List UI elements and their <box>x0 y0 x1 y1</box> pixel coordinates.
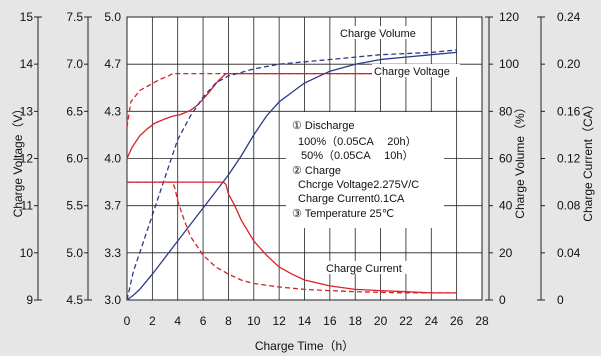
axis-tick-label: 100 <box>499 57 519 71</box>
x-tick-label: 20 <box>374 314 388 328</box>
x-tick-label: 6 <box>200 314 207 328</box>
voltage-label-bg <box>372 64 460 77</box>
axis-tick-label: 4.5 <box>66 293 83 307</box>
axis-tick-label: 3.3 <box>104 246 121 260</box>
axis-tick-label: 0.04 <box>557 246 581 260</box>
volume-curve-dashed <box>126 49 457 301</box>
annotation-box <box>286 112 444 228</box>
x-tick-label: 24 <box>425 314 439 328</box>
y-axis-title-current: Charge Current（CA） <box>581 98 595 221</box>
label-charge-voltage: Charge Voltage <box>374 66 450 78</box>
axis-tick-label: 0.20 <box>557 57 581 71</box>
x-tick-label: 4 <box>174 314 181 328</box>
labels: Charge Volume Charge Voltage Charge Curren… <box>286 26 460 275</box>
axis-tick-label: 12 <box>20 152 34 166</box>
axis-tick-label: 14 <box>20 57 34 71</box>
axis-tick-label: 120 <box>499 10 519 24</box>
series <box>126 49 457 301</box>
x-tick-label: 12 <box>272 314 286 328</box>
y-axis-title-voltage: Charge Voltage（V） <box>11 103 25 218</box>
axis-tick-label: 10 <box>20 246 34 260</box>
current-curve-dashed <box>127 181 457 294</box>
voltage-curve-dashed <box>126 72 457 128</box>
volume-curve-solid <box>126 51 457 301</box>
annotation-line: 100%（0.05CA 20h） <box>298 135 417 148</box>
axis-tick-label: 5.5 <box>66 199 83 213</box>
x-tick-label: 2 <box>149 314 156 328</box>
annotation-line: ③ Temperature 25℃ <box>292 208 394 220</box>
current-label-bg <box>324 261 410 274</box>
axis-tick-label: 6.0 <box>66 152 83 166</box>
x-tick-label: 8 <box>225 314 232 328</box>
annotation-line: ② Charge <box>292 165 341 177</box>
x-tick-label: 10 <box>247 314 261 328</box>
axis-tick-label: 3.0 <box>104 293 121 307</box>
x-tick-label: 28 <box>475 314 489 328</box>
annotation-line: ① Discharge <box>292 120 354 132</box>
axis-tick-label: 4.3 <box>104 104 121 118</box>
current-curve-solid <box>127 181 457 294</box>
x-tick-label: 22 <box>399 314 413 328</box>
axis-tick-label: 0.08 <box>557 199 581 213</box>
axis-tick-label: 20 <box>499 246 513 260</box>
axis-tick-label: 13 <box>20 104 34 118</box>
x-tick-label: 18 <box>349 314 363 328</box>
axis-tick-label: 7.0 <box>66 57 83 71</box>
x-tick-label: 0 <box>124 314 131 328</box>
axis-tick-label: 60 <box>499 152 513 166</box>
axis-tick-label: 0.16 <box>557 104 581 118</box>
axis-tick-label: 11 <box>21 199 34 213</box>
x-tick-label: 26 <box>450 314 464 328</box>
axis-tick-label: 7.5 <box>66 10 83 24</box>
annotation-line: Chcrge Voltage2.275V/C <box>298 179 419 191</box>
x-tick-label: 16 <box>323 314 337 328</box>
axis-tick-label: 9 <box>26 293 33 307</box>
annotation-line: Charge Current0.1CA <box>298 193 405 205</box>
axis-tick-label: 0.24 <box>557 10 581 24</box>
axis-tick-label: 5.0 <box>66 246 83 260</box>
axis-tick-label: 80 <box>499 104 513 118</box>
voltage-curve-solid <box>126 72 457 159</box>
volume-label-bg <box>338 26 424 39</box>
axis-tick-label: 40 <box>499 199 513 213</box>
axis-tick-label: 4.7 <box>104 57 121 71</box>
annotation-line: 50%（0.05CA 10h） <box>301 149 414 162</box>
axis-tick-label: 4.0 <box>104 152 121 166</box>
label-charge-current: Charge Current <box>326 263 402 275</box>
x-tick-label: 14 <box>298 314 312 328</box>
y-axis-title-volume: Charge Volume（%） <box>513 101 527 218</box>
label-charge-volume: Charge Volume <box>340 28 416 40</box>
axis-tick-label: 15 <box>20 10 34 24</box>
axis-tick-label: 3.7 <box>104 199 121 213</box>
x-axis-title: Charge Time（h） <box>255 339 354 353</box>
axis-tick-label: 0 <box>499 293 506 307</box>
axis-tick-label: 6.5 <box>66 104 83 118</box>
axis-tick-label: 5.0 <box>104 10 121 24</box>
axis-tick-label: 0 <box>557 293 564 307</box>
axis-tick-label: 0.12 <box>557 152 581 166</box>
